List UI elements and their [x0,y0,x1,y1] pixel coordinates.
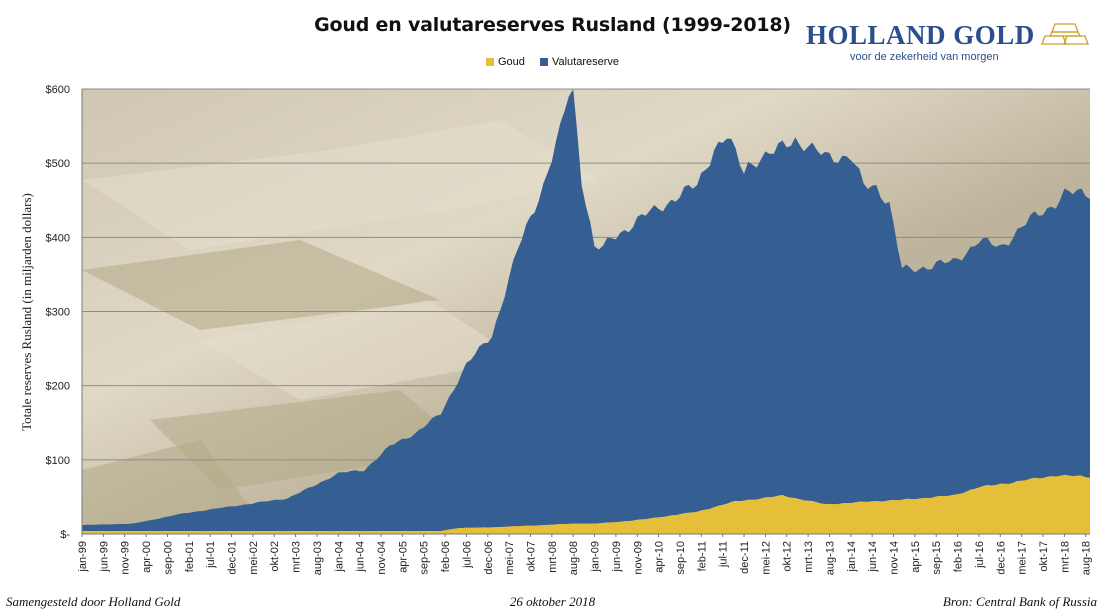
y-tick-label-300: $300 [46,307,70,319]
x-tick-label: dec-16 [995,541,1007,575]
x-tick-label: mrt-08 [547,541,559,573]
x-tick-label: apr-10 [654,541,666,573]
x-tick-label: aug-08 [568,541,580,575]
x-tick-label: jun-04 [355,541,367,573]
x-tick-label: jan-14 [846,541,858,573]
x-tick-label: nov-14 [889,541,901,575]
area-series-goud [82,474,1090,534]
gold-bars-icon [1041,23,1089,45]
x-tick-label: mrt-03 [291,541,303,573]
y-tick-label-600: $600 [46,84,70,96]
footer-date: 26 oktober 2018 [509,594,596,609]
legend-label-goud: Goud [497,56,525,68]
x-tick-label: jul-11 [718,541,730,568]
x-tick-label: nov-04 [376,541,388,575]
x-tick-label: jul-01 [205,541,217,569]
x-tick-label: jan-99 [77,541,89,573]
photo-gold-bar [82,240,440,330]
x-tick-label: jul-06 [461,541,473,569]
x-tick-label: dec-01 [226,541,238,575]
y-tick-label-500: $500 [46,158,70,170]
logo-tagline: voor de zekerheid van morgen [850,51,999,63]
x-tick-label: sep-15 [931,541,943,575]
x-tick-label: dec-11 [739,541,751,574]
x-tick-label: sep-05 [419,541,431,575]
x-tick-label: nov-09 [632,541,644,575]
x-tick-label: aug-18 [1081,541,1093,575]
legend-item-valutareserve: Valutareserve [539,56,620,68]
x-tick-label: jun-99 [98,541,110,573]
x-tick-label: okt-17 [1038,541,1050,572]
photo-gold-bar [82,150,450,250]
x-tick-label: okt-02 [269,541,281,572]
x-tick-label: jun-14 [867,541,879,573]
legend-label-valutareserve: Valutareserve [551,56,620,68]
x-tick-label: jul-16 [974,541,986,569]
holland-gold-logo: HOLLAND GOLD voor de zekerheid van morge… [806,20,1105,63]
x-tick-label: okt-12 [782,541,794,572]
x-tick-label: nov-99 [120,541,132,575]
y-tick-label-0: $- [60,529,70,541]
legend-item-goud: Goud [485,56,525,68]
area-series-valutareserve [82,89,1090,532]
footer-source: Bron: Central Bank of Russia [942,594,1097,609]
x-tick-label: apr-05 [397,541,409,573]
logo-name: HOLLAND GOLD [806,20,1035,50]
y-tick-label-200: $200 [46,381,70,393]
x-tick-label: aug-13 [824,541,836,575]
x-tick-label: dec-06 [483,541,495,575]
x-tick-label: sep-10 [675,541,687,575]
photo-gold-bar [330,120,600,210]
x-tick-label: sep-00 [162,541,174,575]
x-tick-label: mei-17 [1017,541,1029,575]
y-tick-label-100: $100 [46,455,70,467]
x-tick-label: aug-03 [312,541,324,575]
chart-legend: Goud Valutareserve [0,56,1105,69]
photo-gold-bar [82,440,260,530]
x-tick-label: jan-04 [333,541,345,573]
x-tick-label: feb-06 [440,541,452,572]
x-tick-label: jan-09 [590,541,602,573]
legend-swatch-valutareserve [539,58,548,66]
x-tick-label: okt-07 [525,541,537,572]
x-tick-label: feb-16 [953,541,965,572]
legend-swatch-goud [485,58,494,66]
x-tick-label: mrt-13 [803,541,815,573]
chart-title: Goud en valutareserves Rusland (1999-201… [314,14,791,36]
x-tick-label: apr-15 [910,541,922,573]
photo-gold-bar [150,390,470,490]
x-tick-label: feb-01 [184,541,196,572]
photo-gold-bar [200,300,520,400]
x-tick-label: mei-12 [760,541,772,575]
x-tick-label: mei-02 [248,541,260,575]
x-tick-label: mrt-18 [1059,541,1071,573]
x-tick-label: apr-00 [141,541,153,573]
y-tick-label-400: $400 [46,232,70,244]
footer-credit: Samengesteld door Holland Gold [6,594,181,609]
x-tick-label: jun-09 [611,541,623,573]
x-tick-label: feb-11 [696,541,708,571]
x-tick-label: mei-07 [504,541,516,575]
